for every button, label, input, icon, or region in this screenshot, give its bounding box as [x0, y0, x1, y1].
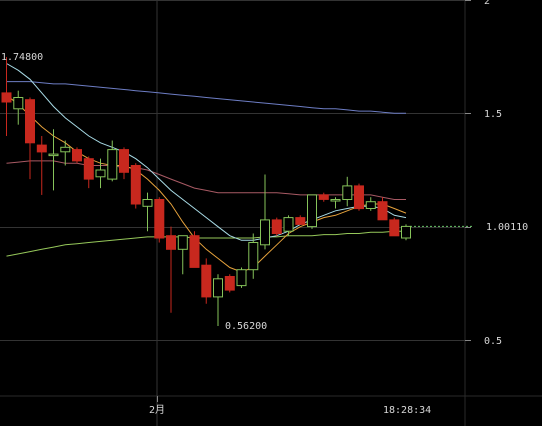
- candle-body: [201, 264, 212, 298]
- candle: [401, 224, 411, 241]
- candle-body: [13, 97, 24, 110]
- candle: [25, 97, 35, 180]
- candle: [213, 274, 223, 326]
- candle: [389, 217, 400, 237]
- candle-body: [224, 276, 235, 291]
- candle: [271, 217, 282, 236]
- time-label: 18:28:34: [383, 405, 431, 416]
- y-tick-label: 1.5: [484, 109, 502, 120]
- candle-body: [142, 199, 153, 207]
- x-tick-label: 2月: [149, 404, 165, 416]
- ma-long1-line: [6, 160, 406, 200]
- candle: [107, 140, 118, 182]
- candle: [236, 267, 247, 288]
- labels: 2 1.5 0.5 1.00110 1.74800 0.56200 2月 18:…: [1, 0, 528, 416]
- candle: [142, 192, 153, 232]
- candle: [365, 197, 376, 211]
- low-annotation: 0.56200: [225, 321, 267, 332]
- candle: [130, 163, 141, 209]
- candle: [60, 140, 71, 166]
- candle-body: [295, 217, 306, 225]
- high-annotation: 1.74800: [1, 52, 43, 63]
- candle-body: [177, 235, 188, 250]
- candle: [248, 233, 259, 279]
- candle: [154, 197, 165, 243]
- candle: [283, 215, 294, 236]
- candle: [13, 90, 24, 125]
- candles: [1, 57, 411, 326]
- candle: [72, 147, 82, 164]
- candle-body: [365, 201, 376, 209]
- candle: [224, 274, 235, 293]
- candle: [48, 129, 59, 191]
- candle: [260, 174, 270, 250]
- candle: [354, 183, 364, 211]
- candle-body: [72, 149, 82, 162]
- candle-body: [36, 144, 47, 153]
- candle: [318, 192, 329, 202]
- candle: [177, 235, 188, 275]
- candle-body: [401, 225, 411, 239]
- candle-body: [130, 165, 141, 205]
- candle-body: [271, 219, 282, 234]
- candle-body: [95, 169, 106, 178]
- candle: [189, 231, 200, 268]
- candle-body: [25, 99, 35, 144]
- candle: [295, 215, 306, 225]
- candle-body: [307, 194, 317, 228]
- candle-body: [248, 242, 259, 271]
- ma-long2-line: [6, 230, 406, 257]
- ma-short-line: [6, 94, 407, 273]
- candle-body: [119, 149, 129, 173]
- candle: [95, 158, 106, 189]
- candle: [342, 176, 353, 207]
- candle-body: [354, 185, 364, 210]
- candle-body: [236, 269, 247, 287]
- ma-long3-line: [6, 81, 406, 114]
- candle-body: [189, 235, 200, 268]
- candle: [307, 194, 317, 229]
- candle: [201, 258, 212, 304]
- candle-body: [154, 199, 165, 239]
- candle-body: [260, 219, 270, 246]
- y-tick-label: 2: [484, 0, 490, 7]
- candle: [330, 197, 341, 209]
- candle: [119, 147, 129, 180]
- candle-body: [389, 219, 400, 237]
- y-tick-label: 0.5: [484, 336, 502, 347]
- candle: [166, 226, 176, 313]
- current-price-label: 1.00110: [486, 222, 528, 233]
- candle-body: [318, 194, 329, 200]
- candle-body: [283, 217, 294, 232]
- candle-body: [213, 278, 223, 298]
- candle-body: [60, 146, 71, 153]
- candle-body: [48, 153, 59, 157]
- candle: [377, 197, 388, 221]
- candle-body: [166, 235, 176, 250]
- candle-body: [377, 201, 388, 221]
- candle-body: [107, 149, 118, 180]
- candle: [83, 156, 94, 189]
- candle-body: [83, 158, 94, 180]
- candle-body: [1, 92, 12, 103]
- candle: [36, 136, 47, 195]
- candle-body: [330, 199, 341, 202]
- candle-body: [342, 185, 353, 200]
- ma-mid-line: [6, 63, 407, 241]
- candle: [1, 57, 12, 137]
- moving-averages: [6, 63, 407, 273]
